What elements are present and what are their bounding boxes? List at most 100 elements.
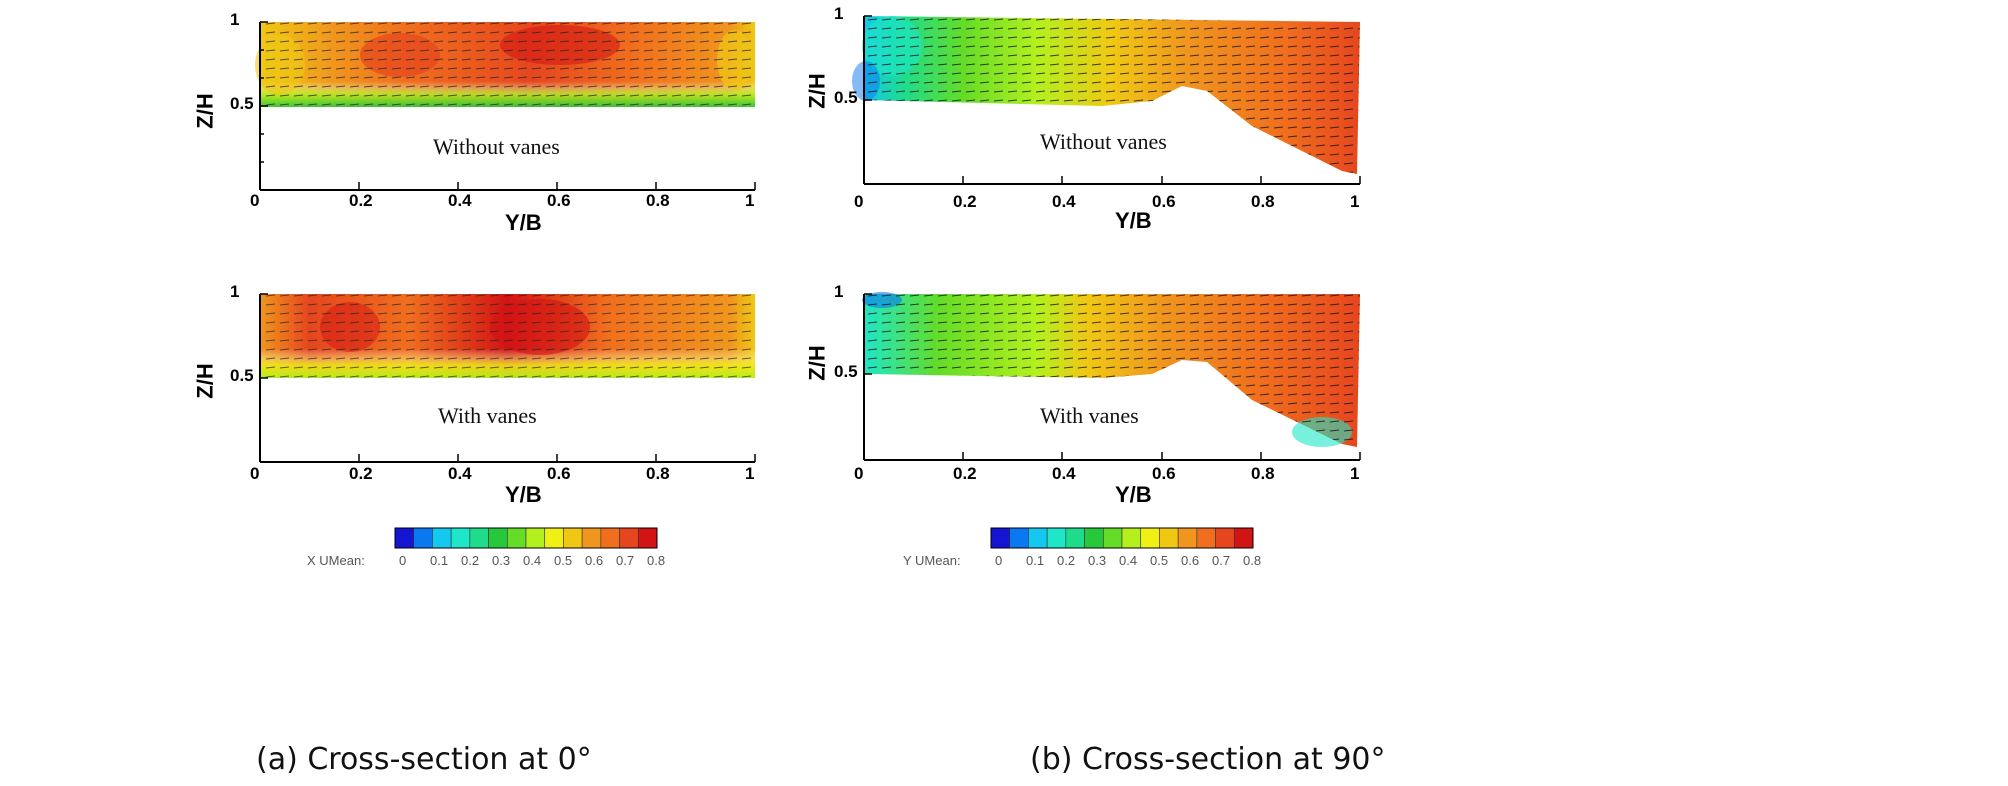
y-tick-label: 1 [834, 4, 844, 23]
colorbar-swatch [450, 527, 471, 549]
x-tick-label: 0 [250, 464, 260, 483]
x-tick-label: 0 [854, 464, 864, 483]
colorbar-swatch [1009, 527, 1029, 549]
colorbar-swatch [1028, 527, 1048, 549]
y-tick-label: 0.5 [230, 366, 254, 385]
panel-annotation: With vanes [438, 403, 537, 428]
colorbar-swatch [506, 527, 527, 549]
colorbar-swatch [469, 527, 489, 549]
x-tick-label: 1 [1350, 192, 1360, 211]
x-tick-label: 1 [745, 464, 755, 483]
colorbar-swatch [432, 527, 452, 549]
x-axis-label: Y/B [505, 482, 542, 507]
x-tick-label: 0.4 [1052, 192, 1076, 211]
colorbar-swatch [488, 527, 508, 549]
panel-annotation: Without vanes [1040, 129, 1167, 154]
x-tick-label: 0.4 [448, 464, 472, 483]
colorbar-swatch [1177, 527, 1198, 549]
colorbar-swatch [637, 527, 658, 549]
contour-plot-b-top [852, 15, 1361, 185]
y-axis-label: Z/H [192, 363, 218, 399]
colorbar-tick: 0.6 [1181, 553, 1199, 568]
y-tick-label: 1 [834, 282, 844, 301]
panel-a-with-vanes [250, 282, 1000, 582]
y-axis-label: Z/H [192, 93, 218, 129]
colorbar-tick: 0.4 [523, 553, 541, 568]
x-tick-label: 0.4 [448, 191, 472, 210]
panel-annotation: With vanes [1040, 403, 1139, 428]
y-axis-label: Z/H [804, 73, 830, 109]
colorbar-tick: 0.7 [616, 553, 634, 568]
x-tick-label: 0.6 [547, 191, 571, 210]
colorbar-a: X UMean: 0 0.1 0.2 0.3 0.4 0.5 0.6 0.7 0.8 [307, 525, 689, 576]
colorbar-swatch [1196, 527, 1216, 549]
colorbar-swatch [544, 527, 564, 549]
panel-a-without-vanes [250, 10, 1000, 310]
colorbar-swatch [1215, 527, 1235, 549]
y-tick-label: 1 [230, 10, 240, 29]
x-tick-label: 0 [854, 192, 864, 211]
colorbar-swatch [394, 527, 415, 549]
panel-b-with-vanes [852, 282, 1392, 512]
colorbar-swatch [525, 527, 546, 549]
x-tick-label: 0.2 [349, 191, 373, 210]
colorbar-tick: 0.3 [492, 553, 510, 568]
colorbar-swatch [1102, 527, 1123, 549]
colorbar-tick: 0.5 [1150, 553, 1168, 568]
colorbar-swatch [1065, 527, 1085, 549]
x-tick-label: 0.2 [953, 192, 977, 211]
x-tick-label: 0.6 [547, 464, 571, 483]
contour-plot-a-bottom [259, 293, 756, 463]
colorbar-tick: 0.2 [1057, 553, 1075, 568]
y-tick-label: 0.5 [834, 362, 858, 381]
colorbar-swatch [600, 527, 620, 549]
colorbar-tick: 0.8 [1243, 553, 1261, 568]
colorbar-swatch [1084, 527, 1104, 549]
colorbar-swatch [1159, 527, 1179, 549]
x-tick-label: 0.2 [349, 464, 373, 483]
colorbar-swatch [1233, 527, 1254, 549]
colorbar-label: X UMean: [307, 553, 365, 568]
y-tick-label: 1 [230, 282, 240, 301]
colorbar-tick: 0.1 [1026, 553, 1044, 568]
x-tick-label: 0.8 [1251, 464, 1275, 483]
colorbar-tick: 0 [399, 553, 406, 568]
panel-annotation: Without vanes [433, 134, 560, 159]
colorbar-swatch [1121, 527, 1142, 549]
y-tick-label: 0.5 [834, 88, 858, 107]
colorbar-swatch [563, 527, 583, 549]
colorbar-tick: 0.5 [554, 553, 572, 568]
x-tick-label: 1 [745, 191, 755, 210]
x-tick-label: 0.2 [953, 464, 977, 483]
x-tick-label: 0.4 [1052, 464, 1076, 483]
colorbar-tick: 0 [995, 553, 1002, 568]
y-axis-label: Z/H [804, 345, 830, 381]
colorbar-swatch [413, 527, 433, 549]
y-tick-label: 0.5 [230, 94, 254, 113]
colorbar-tick: 0.1 [430, 553, 448, 568]
colorbar-tick: 0.2 [461, 553, 479, 568]
x-tick-label: 0.8 [646, 191, 670, 210]
colorbar-tick: 0.8 [647, 553, 665, 568]
x-tick-label: 0.8 [1251, 192, 1275, 211]
colorbar-b: Y UMean: 0 0.1 0.2 0.3 0.4 0.5 0.6 0.7 0.8 [903, 525, 1285, 576]
colorbar-swatch [581, 527, 602, 549]
x-axis-label: Y/B [505, 210, 542, 235]
caption-b: (b) Cross-section at 90° [1030, 742, 1386, 777]
x-tick-label: 0.6 [1152, 464, 1176, 483]
x-tick-label: 1 [1350, 464, 1360, 483]
panel-b-without-vanes [852, 6, 1392, 236]
contour-plot-a-top [255, 21, 756, 191]
colorbar-swatch [619, 527, 639, 549]
colorbar-tick: 0.7 [1212, 553, 1230, 568]
colorbar-swatch [1046, 527, 1067, 549]
x-tick-label: 0.6 [1152, 192, 1176, 211]
colorbar-tick: 0.3 [1088, 553, 1106, 568]
caption-a: (a) Cross-section at 0° [256, 742, 592, 777]
x-axis-label: Y/B [1115, 482, 1152, 507]
contour-plot-b-bottom [862, 292, 1361, 461]
colorbar-label: Y UMean: [903, 553, 961, 568]
x-tick-label: 0.8 [646, 464, 670, 483]
colorbar-swatch [1140, 527, 1160, 549]
colorbar-swatch [990, 527, 1011, 549]
